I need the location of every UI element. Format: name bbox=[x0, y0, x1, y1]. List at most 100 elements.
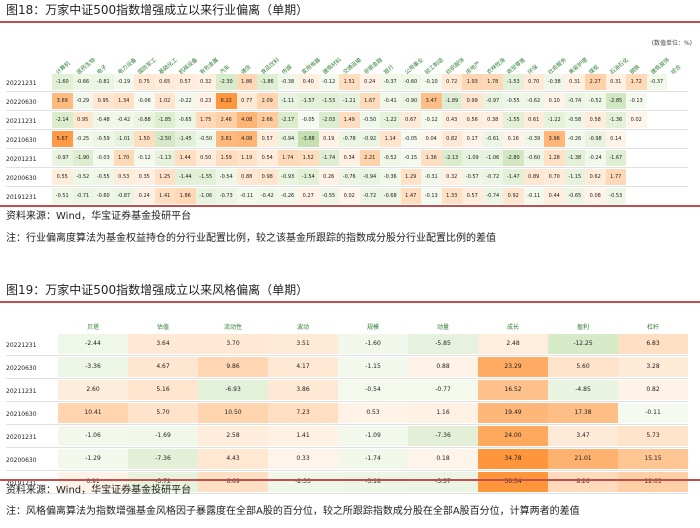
value-cell: -0.48 bbox=[93, 112, 114, 128]
value-cell: -0.42 bbox=[257, 188, 278, 204]
value-cell: 0.58 bbox=[585, 112, 606, 128]
value-cell: 0.65 bbox=[154, 74, 175, 90]
column-header: 建筑材料 bbox=[321, 57, 343, 76]
value-cell: 1.41 bbox=[268, 426, 338, 446]
value-cell: 2.48 bbox=[478, 334, 548, 354]
row-date: 20201231 bbox=[6, 433, 37, 441]
column-header: 规模 bbox=[366, 324, 379, 331]
value-cell: 0.57 bbox=[462, 188, 483, 204]
value-cell: -0.50 bbox=[359, 112, 380, 128]
value-cell: 0.43 bbox=[441, 112, 462, 128]
value-cell: 0.99 bbox=[462, 93, 483, 109]
column-header: 公用事业 bbox=[403, 57, 425, 76]
value-cell: 0.88 bbox=[408, 357, 478, 377]
column-header: 贝塔 bbox=[86, 324, 99, 331]
table-row: 0.91 -5.72 6.69 -2.33 -3.18 -3.57 30.34 8.26 12.… bbox=[58, 472, 688, 492]
value-cell: -0.88 bbox=[134, 112, 155, 128]
value-cell: 0.95 bbox=[93, 93, 114, 109]
table-row: -1.29 -7.36 4.43 0.33 -1.74 0.18 34.78 21.01 15.… bbox=[58, 449, 688, 469]
value-cell: -0.03 bbox=[93, 150, 114, 166]
value-cell: 0.57 bbox=[175, 74, 196, 90]
column-header: 流动性 bbox=[223, 324, 242, 331]
value-cell: -2.50 bbox=[154, 131, 175, 147]
value-cell: 0.34 bbox=[339, 150, 360, 166]
value-cell: -0.94 bbox=[359, 169, 380, 185]
value-cell: -0.60 bbox=[93, 188, 114, 204]
row-date: 20221231 bbox=[6, 341, 37, 349]
value-cell: 0.82 bbox=[618, 380, 688, 400]
value-cell: -2.13 bbox=[441, 150, 462, 166]
row-separator bbox=[6, 493, 688, 494]
value-cell: -0.24 bbox=[585, 150, 606, 166]
row-date: 20210630 bbox=[6, 410, 37, 418]
value-cell: 0.72 bbox=[441, 74, 462, 90]
value-cell: 3.51 bbox=[268, 334, 338, 354]
value-cell: 0.24 bbox=[359, 74, 380, 90]
value-cell: 0.27 bbox=[298, 188, 319, 204]
value-cell: -0.26 bbox=[277, 188, 298, 204]
value-cell: -3.18 bbox=[338, 472, 408, 492]
value-cell: -0.05 bbox=[298, 112, 319, 128]
value-cell: 0.89 bbox=[523, 169, 544, 185]
value-cell: 1.47 bbox=[400, 188, 421, 204]
value-cell: 5.60 bbox=[548, 357, 618, 377]
fig18-top-rule bbox=[0, 21, 700, 23]
value-cell: 0.92 bbox=[503, 188, 524, 204]
value-cell: 0.70 bbox=[523, 74, 544, 90]
value-cell: -0.57 bbox=[462, 169, 483, 185]
value-cell: -0.38 bbox=[277, 74, 298, 90]
value-cell: 1.86 bbox=[175, 188, 196, 204]
value-cell: -2.33 bbox=[268, 472, 338, 492]
value-cell: 0.32 bbox=[441, 169, 462, 185]
table-row: 2.60 5.16 -6.93 3.86 -0.54 -0.77 16.52 -4.85 0.8… bbox=[58, 380, 688, 400]
value-cell: -0.71 bbox=[72, 188, 93, 204]
value-cell: -1.06 bbox=[58, 426, 128, 446]
value-cell: 0.54 bbox=[257, 150, 278, 166]
value-cell: -1.69 bbox=[128, 426, 198, 446]
value-cell: 3.70 bbox=[198, 334, 268, 354]
value-cell: 1.72 bbox=[626, 74, 647, 90]
row-separator bbox=[6, 167, 688, 168]
row-date: 20221231 bbox=[6, 79, 37, 87]
value-cell: -0.12 bbox=[318, 74, 339, 90]
value-cell: -1.13 bbox=[154, 150, 175, 166]
fig18-industry-table: 计算机 医药生物 电子 电力设备 国防军工 基础化工 机械设备 有色金属 汽车 通信 食品饮料 传媒家… bbox=[0, 24, 700, 206]
column-header: 电力设备 bbox=[116, 57, 138, 76]
value-cell: 1.33 bbox=[441, 188, 462, 204]
value-cell: -0.52 bbox=[380, 150, 401, 166]
value-cell: 0.02 bbox=[626, 112, 647, 128]
value-cell: -0.37 bbox=[646, 74, 667, 90]
value-cell: 19.49 bbox=[478, 403, 548, 423]
value-cell: 0.38 bbox=[482, 112, 503, 128]
value-cell: 1.78 bbox=[482, 74, 503, 90]
value-cell: -0.94 bbox=[277, 131, 298, 147]
column-header: 基础化工 bbox=[157, 57, 179, 76]
table-row: -1.60 -0.66 -0.81 -0.19 0.75 0.65 0.57 0.32 -2.3… bbox=[52, 74, 667, 90]
value-cell: 0.50 bbox=[195, 150, 216, 166]
value-cell: 1.74 bbox=[277, 150, 298, 166]
value-cell: -0.61 bbox=[482, 131, 503, 147]
fig18-source: 资料来源：Wind，华宝证券基金投研平台 bbox=[6, 211, 192, 222]
value-cell: 3.47 bbox=[421, 93, 442, 109]
value-cell: 5.73 bbox=[618, 426, 688, 446]
value-cell: 3.69 bbox=[52, 93, 73, 109]
value-cell: 8.26 bbox=[548, 472, 618, 492]
value-cell: -0.19 bbox=[113, 74, 134, 90]
fig19-top-rule bbox=[0, 301, 700, 303]
value-cell: 1.51 bbox=[339, 74, 360, 90]
value-cell: 0.16 bbox=[503, 131, 524, 147]
value-cell: -2.03 bbox=[318, 112, 339, 128]
value-cell: -1.86 bbox=[257, 74, 278, 90]
column-header: 非银金融 bbox=[362, 57, 384, 76]
value-cell: 4.17 bbox=[268, 357, 338, 377]
value-cell: 6.83 bbox=[618, 334, 688, 354]
value-cell: 15.15 bbox=[618, 449, 688, 469]
value-cell: -0.97 bbox=[52, 150, 73, 166]
value-cell: 1.14 bbox=[380, 131, 401, 147]
value-cell: 1.44 bbox=[175, 150, 196, 166]
column-header: 建筑装饰 bbox=[649, 57, 671, 76]
value-cell: -0.29 bbox=[72, 93, 93, 109]
value-cell: -0.39 bbox=[523, 131, 544, 147]
value-cell: -0.78 bbox=[339, 131, 360, 147]
value-cell: -0.13 bbox=[421, 188, 442, 204]
